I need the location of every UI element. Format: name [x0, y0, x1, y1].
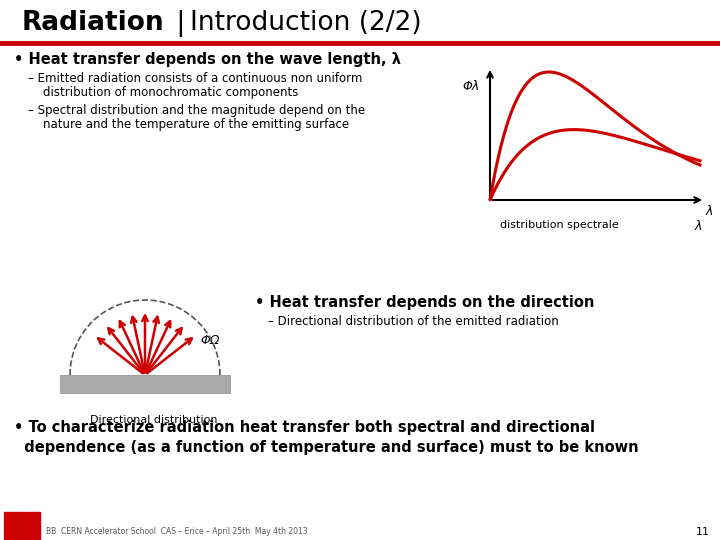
- Text: • Heat transfer depends on the direction: • Heat transfer depends on the direction: [255, 295, 595, 310]
- Text: • Heat transfer depends on the wave length, λ: • Heat transfer depends on the wave leng…: [14, 52, 401, 67]
- Text: distribution of monochromatic components: distribution of monochromatic components: [28, 86, 298, 99]
- Text: dependence (as a function of temperature and surface) must to be known: dependence (as a function of temperature…: [14, 440, 639, 455]
- Text: BB  CERN Accelerator School  CAS – Erice – April 25th  May 4th 2013: BB CERN Accelerator School CAS – Erice –…: [46, 527, 307, 536]
- Text: λ: λ: [706, 205, 714, 218]
- Text: • To characterize radiation heat transfer both spectral and directional: • To characterize radiation heat transfe…: [14, 420, 595, 435]
- Text: |: |: [168, 10, 194, 37]
- Text: Directional distribution: Directional distribution: [90, 415, 217, 425]
- Text: distribution spectrale: distribution spectrale: [500, 220, 618, 230]
- Text: ΦΩ: ΦΩ: [200, 334, 220, 347]
- Text: Radiation: Radiation: [22, 10, 165, 36]
- Text: – Directional distribution of the emitted radiation: – Directional distribution of the emitte…: [268, 315, 559, 328]
- Text: 11: 11: [696, 527, 710, 537]
- Bar: [4, 512, 40, 540]
- Text: – Spectral distribution and the magnitude depend on the: – Spectral distribution and the magnitud…: [28, 104, 365, 117]
- Text: λ: λ: [695, 220, 703, 233]
- Text: – Emitted radiation consists of a continuous non uniform: – Emitted radiation consists of a contin…: [28, 72, 362, 85]
- Text: Introduction (2/2): Introduction (2/2): [190, 10, 422, 36]
- Text: nature and the temperature of the emitting surface: nature and the temperature of the emitti…: [28, 118, 349, 131]
- Text: U
C
A: U C A: [19, 535, 24, 540]
- Bar: [60, 375, 230, 393]
- Text: Φλ: Φλ: [462, 80, 480, 93]
